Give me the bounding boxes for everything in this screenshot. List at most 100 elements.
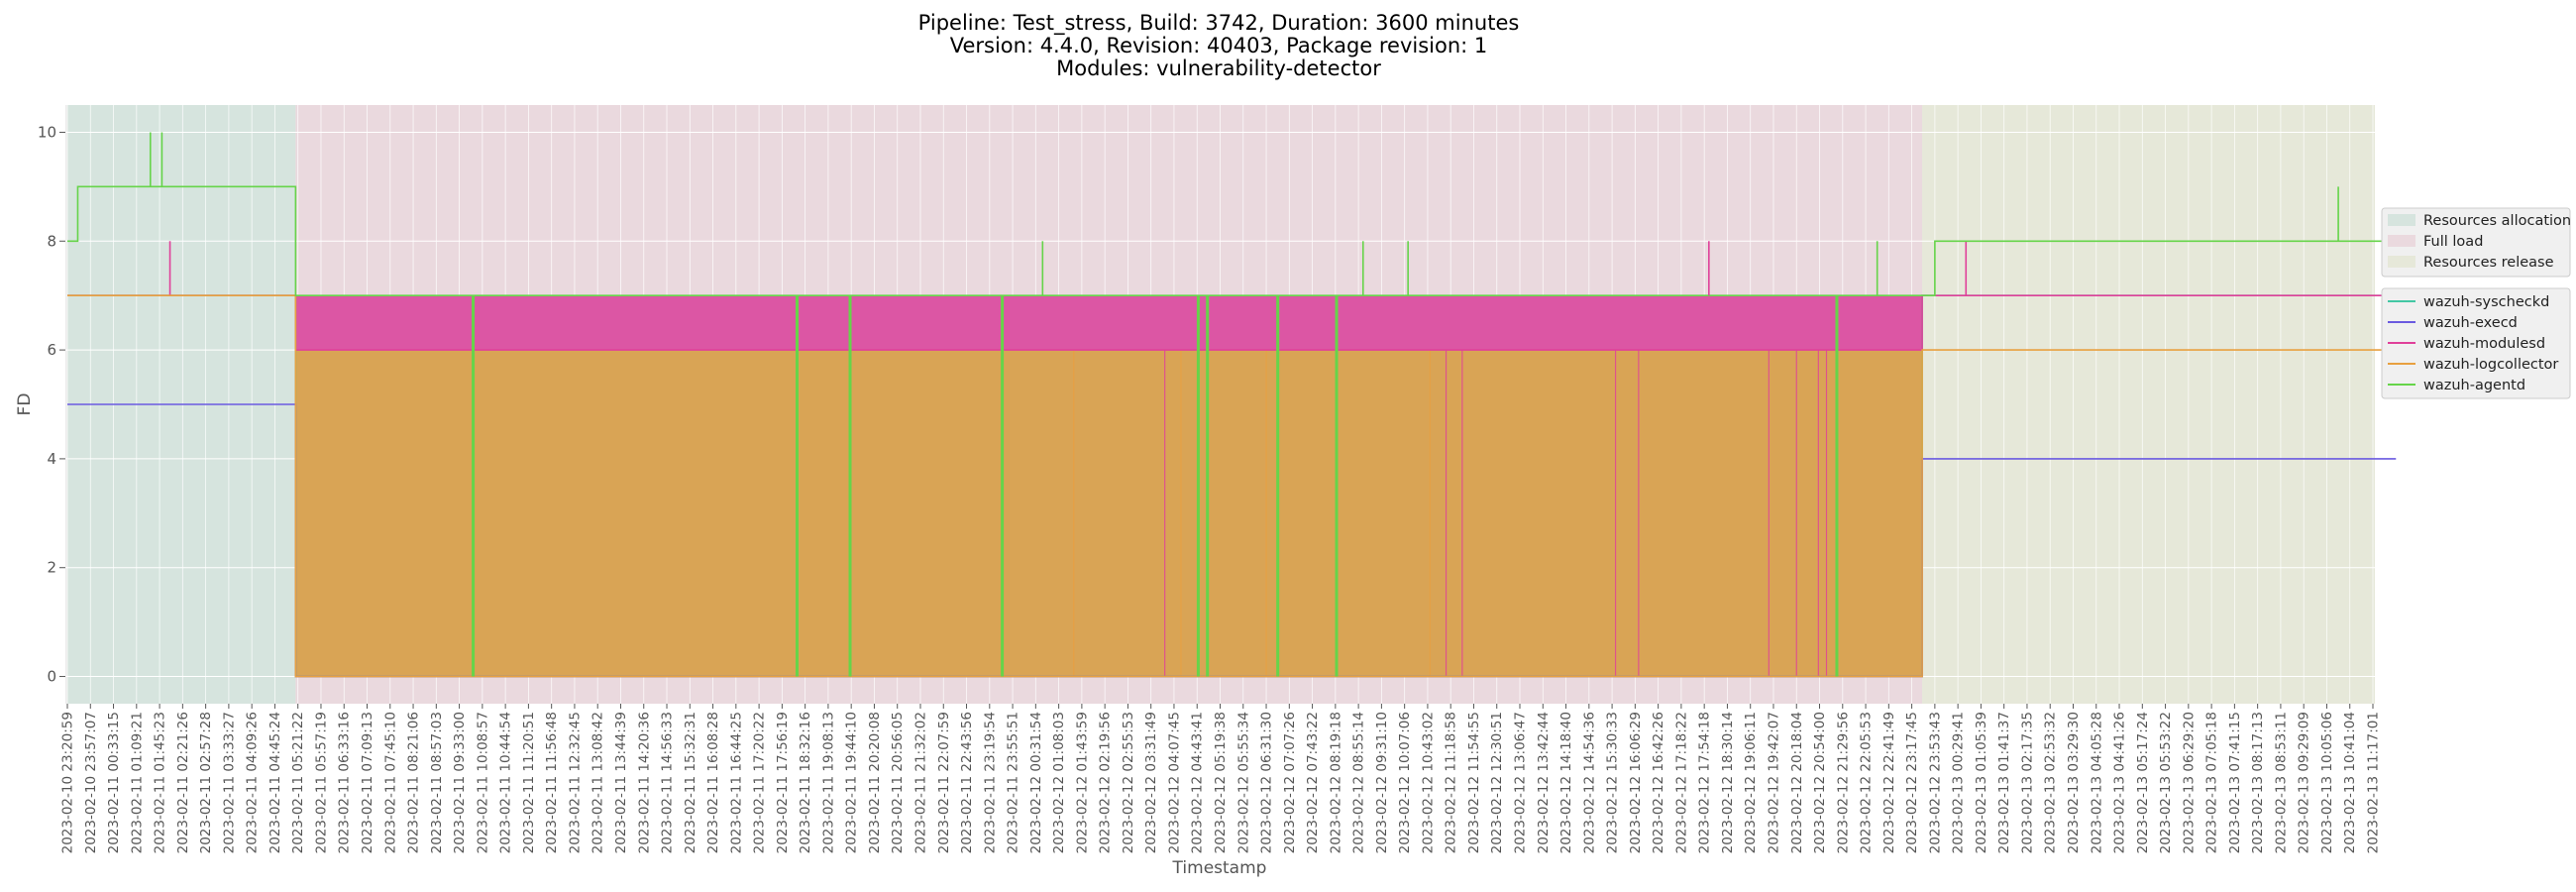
series-legend-label-3: wazuh-logcollector [2423,357,2558,373]
x-tick-label-20: 2023-02-11 11:20:51 [521,712,537,853]
series-lines [67,132,2397,678]
x-tick-label-52: 2023-02-12 06:31:30 [1259,712,1275,853]
band-wazuh-logcollector [295,350,1923,677]
series-bands [295,295,1923,677]
phase-legend-box [2381,207,2571,278]
x-tick-label-31: 2023-02-11 17:56:19 [775,712,791,853]
chart-title-line-2: Version: 4.4.0, Revision: 40403, Package… [950,34,1488,57]
x-tick-label-24: 2023-02-11 13:44:39 [613,712,629,853]
y-axis-label: FD [15,393,35,416]
chart-title-line-1: Pipeline: Test_stress, Build: 3742, Dura… [918,11,1520,36]
x-tick-label-65: 2023-02-12 14:18:40 [1558,712,1574,853]
x-tick-label-2: 2023-02-11 00:33:15 [106,712,122,853]
x-tick-label-90: 2023-02-13 05:17:24 [2135,712,2151,853]
series-legend: wazuh-syscheckd wazuh-execd wazuh-modulesd… [2381,287,2571,399]
x-tick-label-97: 2023-02-13 09:29:09 [2297,712,2312,853]
x-tick-label-39: 2023-02-11 22:43:56 [959,712,975,853]
x-tick-label-79: 2023-02-12 22:41:49 [1881,712,1897,853]
phase-legend-swatch-2 [2388,256,2415,268]
x-tick-label-49: 2023-02-12 04:43:41 [1190,712,1206,853]
series-line-wazuh-agentd [67,132,2397,296]
x-tick-label-45: 2023-02-12 02:19:56 [1098,712,1114,853]
x-tick-label-16: 2023-02-11 08:57:03 [429,712,445,853]
x-tick-label-15: 2023-02-11 08:21:06 [406,712,422,853]
x-tick-label-43: 2023-02-12 01:08:03 [1051,712,1067,853]
y-tick-label-0: 0 [47,668,56,686]
band-wazuh-modulesd [295,295,1923,351]
x-tick-label-36: 2023-02-11 20:56:05 [890,712,906,853]
series-line-wazuh-modulesd [67,241,2397,351]
x-tick-label-72: 2023-02-12 18:30:14 [1720,712,1736,853]
x-tick-label-42: 2023-02-12 00:31:54 [1028,712,1044,853]
series-line-wazuh-logcollector [67,294,2397,678]
x-tick-label-25: 2023-02-11 14:20:36 [636,712,652,853]
chart-title: Pipeline: Test_stress, Build: 3742, Dura… [918,11,1520,80]
x-tick-label-48: 2023-02-12 04:07:45 [1166,712,1182,853]
x-tick-label-6: 2023-02-11 02:57:28 [198,712,214,853]
x-tick-label-53: 2023-02-12 07:07:26 [1282,712,1298,853]
x-tick-label-21: 2023-02-11 11:56:48 [544,712,560,853]
x-tick-label-57: 2023-02-12 09:31:10 [1374,712,1390,853]
y-tick-label-4: 8 [47,232,56,250]
x-tick-label-46: 2023-02-12 02:55:53 [1121,712,1136,853]
x-tick-label-85: 2023-02-13 02:17:35 [2019,712,2035,853]
x-tick-label-19: 2023-02-11 10:44:54 [498,712,514,853]
phase-legend-label-1: Full load [2423,234,2483,250]
x-tick-label-8: 2023-02-11 04:09:26 [245,712,261,853]
x-tick-label-99: 2023-02-13 10:41:04 [2342,712,2358,853]
x-tick-label-41: 2023-02-11 23:55:51 [1006,712,1021,853]
x-tick-label-83: 2023-02-13 01:05:39 [1974,712,1989,853]
x-tick-label-74: 2023-02-12 19:42:07 [1766,712,1781,853]
x-tick-label-68: 2023-02-12 16:06:29 [1628,712,1644,853]
x-tick-label-28: 2023-02-11 16:08:28 [705,712,721,853]
x-tick-label-14: 2023-02-11 07:45:10 [382,712,398,853]
x-tick-label-71: 2023-02-12 17:54:18 [1697,712,1713,853]
x-axis-ticks: 2023-02-10 23:20:59 2023-02-10 23:57:07 20… [60,704,2382,853]
x-tick-label-73: 2023-02-12 19:06:11 [1743,712,1759,853]
x-tick-label-80: 2023-02-12 23:17:45 [1904,712,1920,853]
x-tick-label-47: 2023-02-12 03:31:49 [1143,712,1159,853]
phase-legend-swatch-0 [2388,214,2415,226]
y-tick-label-2: 4 [47,450,56,468]
x-tick-label-70: 2023-02-12 17:18:22 [1673,712,1689,853]
x-tick-label-56: 2023-02-12 08:55:14 [1351,712,1367,853]
series-legend-box [2381,287,2571,399]
x-tick-label-9: 2023-02-11 04:45:24 [268,712,283,853]
x-tick-label-4: 2023-02-11 01:45:23 [153,712,168,853]
x-tick-label-32: 2023-02-11 18:32:16 [798,712,813,853]
x-tick-label-33: 2023-02-11 19:08:13 [820,712,836,853]
x-tick-label-37: 2023-02-11 21:32:02 [912,712,928,853]
x-tick-label-44: 2023-02-12 01:43:59 [1074,712,1090,853]
series-legend-label-4: wazuh-agentd [2423,378,2525,393]
x-tick-label-63: 2023-02-12 13:06:47 [1513,712,1529,853]
x-tick-label-87: 2023-02-13 03:29:30 [2066,712,2082,853]
x-tick-label-82: 2023-02-13 00:29:41 [1951,712,1967,853]
x-tick-label-29: 2023-02-11 16:44:25 [728,712,744,853]
x-tick-label-81: 2023-02-12 23:53:43 [1927,712,1943,853]
x-tick-label-11: 2023-02-11 05:57:19 [313,712,329,853]
series-legend-label-2: wazuh-modulesd [2423,336,2545,352]
x-tick-label-18: 2023-02-11 10:08:57 [475,712,490,853]
x-tick-label-60: 2023-02-12 11:18:58 [1444,712,1459,853]
series-legend-label-0: wazuh-syscheckd [2423,294,2549,310]
x-tick-label-94: 2023-02-13 07:41:15 [2227,712,2243,853]
x-tick-label-76: 2023-02-12 20:54:00 [1812,712,1828,853]
x-tick-label-96: 2023-02-13 08:53:11 [2273,712,2289,853]
x-tick-label-92: 2023-02-13 06:29:20 [2181,712,2197,853]
x-tick-label-13: 2023-02-11 07:09:13 [360,712,376,853]
x-tick-label-93: 2023-02-13 07:05:18 [2204,712,2220,853]
x-tick-label-75: 2023-02-12 20:18:04 [1789,712,1805,853]
x-tick-label-27: 2023-02-11 15:32:31 [683,712,698,853]
phase-legend-label-0: Resources allocation [2423,213,2571,229]
x-tick-label-55: 2023-02-12 08:19:18 [1328,712,1343,853]
x-tick-label-1: 2023-02-10 23:57:07 [83,712,99,853]
x-tick-label-98: 2023-02-13 10:05:06 [2319,712,2335,853]
y-tick-label-5: 10 [38,123,56,141]
x-tick-label-17: 2023-02-11 09:33:00 [452,712,468,853]
chart-title-line-3: Modules: vulnerability-detector [1056,56,1381,80]
x-tick-label-58: 2023-02-12 10:07:06 [1397,712,1413,853]
y-tick-label-3: 6 [47,341,56,359]
x-tick-label-26: 2023-02-11 14:56:33 [660,712,676,853]
x-tick-label-35: 2023-02-11 20:20:08 [867,712,883,853]
